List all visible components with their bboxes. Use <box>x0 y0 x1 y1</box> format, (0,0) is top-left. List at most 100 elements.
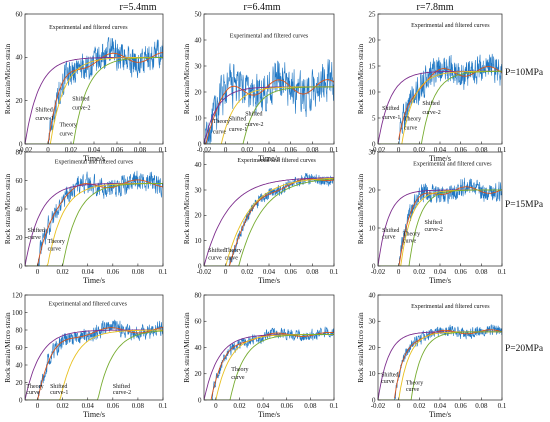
annotation: Shifted <box>50 383 67 390</box>
annotation: Theory <box>60 123 77 129</box>
annotation: curve <box>28 235 42 241</box>
axes-frame <box>24 13 164 145</box>
x-tick-label: 0.04 <box>263 146 276 154</box>
annotation: Shifted <box>382 105 399 112</box>
x-tick-label: 0.1 <box>159 146 168 154</box>
panel-r1-c3: -0.02 0 0.02 0.04 0.06 0.08 0.10510152025Time/… <box>357 10 507 163</box>
panel-r3-c3: -0.02 0 0.02 0.04 0.06 0.08 0.1010203040Time/s… <box>357 291 507 419</box>
x-tick-label: -0.02 <box>371 268 386 276</box>
theory-curve <box>25 329 163 400</box>
x-axis-label: Time/s <box>83 410 105 419</box>
theory-curve <box>204 177 334 266</box>
panel-r2-c3: -0.02 0 0.02 0.04 0.06 0.08 0.10102030Time/sRo… <box>357 148 507 285</box>
x-tick-label: 0 <box>36 402 40 410</box>
annotation: Shifted <box>35 107 52 114</box>
annotation: Shifted <box>245 110 262 117</box>
axes-frame <box>377 151 503 267</box>
x-tick-label: 0.02 <box>65 146 78 154</box>
axes-frame <box>377 13 503 145</box>
column-header: r=7.8mm <box>416 2 453 13</box>
filtered-curve <box>210 331 334 400</box>
panel-r1-c1: -0.02 0 0.02 0.04 0.06 0.08 0.10204060Time/sRo… <box>4 10 168 163</box>
shifted-curve-1 <box>25 329 163 400</box>
annotation: Theory <box>403 232 420 238</box>
y-tick-label: 10 <box>195 237 203 245</box>
y-tick-label: 60 <box>16 344 24 352</box>
y-tick-label: 40 <box>369 291 377 299</box>
annotation: Experimental and filtered curves <box>237 157 316 164</box>
annotation: Shifted <box>229 116 246 123</box>
y-tick-label: 60 <box>195 318 203 326</box>
y-axis-label: Rock strain/Micro strain <box>183 43 191 114</box>
x-tick-label: 0.1 <box>330 146 339 154</box>
filtered-curve <box>37 179 163 266</box>
x-tick-label: 0.06 <box>111 146 124 154</box>
y-tick-label: 0 <box>19 140 23 148</box>
annotation: Experimental and filtered curves <box>48 301 127 308</box>
row-headers: P=10MPa P=15MPa P=20MPa <box>505 68 544 354</box>
shifted-curve-1 <box>204 177 334 266</box>
y-tick-label: 20 <box>369 344 377 352</box>
annotation: Theory <box>26 384 43 390</box>
y-tick-label: 10 <box>195 114 203 122</box>
annotation: curve <box>26 390 40 396</box>
panel-r2-c1: 0 0.02 0.04 0.06 0.08 0.1 0 20 40 60 80 Time/s Rock … <box>4 148 168 285</box>
y-axis-label: Rock strain/Micro strain <box>4 43 12 114</box>
x-tick-label: 0.06 <box>455 402 468 410</box>
x-tick-label: 0.08 <box>306 268 319 276</box>
y-tick-label: 40 <box>195 161 203 169</box>
y-tick-label: 20 <box>195 212 203 220</box>
x-tick-label: 0.08 <box>475 402 488 410</box>
annotation: Theory <box>406 380 423 386</box>
annotation: Shifted <box>113 383 130 390</box>
y-axis-label: Rock strain/Micro strain <box>4 173 12 244</box>
annotation: Experimental and filtered curves <box>49 24 128 31</box>
x-tick-label: 0.1 <box>159 402 168 410</box>
y-tick-label: 30 <box>369 318 377 326</box>
x-tick-label: 0.1 <box>498 268 507 276</box>
annotation: curve-2 <box>422 110 440 116</box>
shifted-curve-2 <box>378 70 502 144</box>
annotation: Shifted <box>28 227 45 234</box>
x-tick-label: 0.02 <box>413 146 426 154</box>
shifted-curve-2 <box>378 189 502 266</box>
x-tick-label: 0.08 <box>475 146 488 154</box>
y-tick-label: 20 <box>369 36 377 44</box>
y-tick-label: 10 <box>369 224 377 232</box>
x-tick-label: 0.04 <box>263 268 276 276</box>
x-tick-label: 0.02 <box>413 268 426 276</box>
x-tick-label: 0 <box>397 268 401 276</box>
y-tick-label: 40 <box>16 205 24 213</box>
annotation: Shifted <box>208 247 225 254</box>
annotation: curve-1 <box>229 127 247 133</box>
x-axis-label: Time/s <box>258 276 280 285</box>
x-tick-label: 0 <box>397 146 401 154</box>
x-tick-label: 0.04 <box>257 402 270 410</box>
annotation: curve <box>403 238 417 244</box>
shifted-curve-2 <box>25 330 163 400</box>
shifted-curve-1 <box>378 331 502 400</box>
annotation: Shifted <box>72 96 89 103</box>
x-tick-label: 0.02 <box>241 146 254 154</box>
annotation: Theory <box>231 367 248 373</box>
x-tick-label: 0 <box>224 146 228 154</box>
experimental-curve <box>228 172 334 266</box>
x-tick-label: 0.04 <box>434 268 447 276</box>
annotation: Shifted <box>422 100 439 107</box>
x-tick-label: 0.08 <box>306 146 319 154</box>
x-tick-label: 0.1 <box>330 268 339 276</box>
y-tick-label: 20 <box>369 186 377 194</box>
annotation: curve-1 <box>35 116 53 122</box>
x-tick-label: 0.08 <box>304 402 317 410</box>
filtered-curve <box>394 329 502 399</box>
shifted-curve-2 <box>378 331 502 400</box>
x-tick-label: 0 <box>397 402 401 410</box>
y-tick-label: 80 <box>16 148 24 156</box>
y-tick-label: 20 <box>16 379 24 387</box>
column-header: r=6.4mm <box>243 2 280 13</box>
y-tick-label: 40 <box>16 361 24 369</box>
x-tick-label: 0.04 <box>434 402 447 410</box>
annotation: Shifted <box>381 371 398 378</box>
x-tick-label: -0.02 <box>371 146 386 154</box>
annotation: Theory <box>225 248 242 254</box>
